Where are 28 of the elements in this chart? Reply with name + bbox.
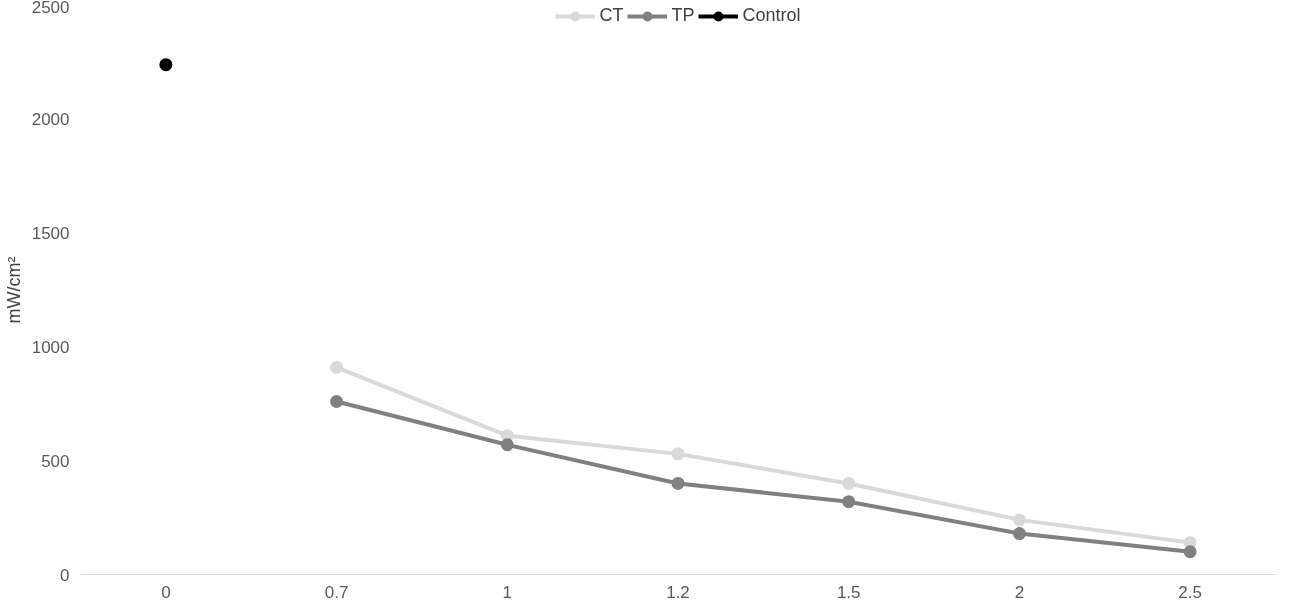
point [330, 395, 344, 409]
legend-label: CT [599, 5, 624, 26]
y-tick-label: 500 [41, 451, 70, 471]
y-tick-label: 2000 [31, 110, 70, 130]
point [330, 360, 344, 374]
point [671, 476, 685, 490]
y-tick-label: 1000 [31, 337, 70, 357]
point [500, 438, 514, 452]
x-tick-label: 0 [161, 582, 171, 602]
y-tick-label: 2500 [31, 0, 70, 17]
point [159, 58, 173, 72]
legend-label: TP [671, 5, 695, 26]
x-tick-label: 1 [502, 582, 513, 602]
point [1012, 513, 1026, 527]
y-tick-label: 1500 [31, 224, 70, 244]
x-tick-label: 0.7 [324, 582, 349, 602]
y-axis-title: mW/cm² [3, 256, 24, 324]
legend-label: Control [742, 5, 801, 26]
point [671, 447, 685, 461]
y-tick-label: 0 [60, 565, 70, 585]
x-tick-label: 1.5 [836, 582, 861, 602]
point [1012, 527, 1026, 541]
point [1183, 545, 1197, 559]
point [842, 476, 856, 490]
point [842, 495, 856, 509]
x-tick-label: 2.5 [1178, 582, 1202, 602]
x-tick-label: 2 [1014, 582, 1025, 602]
x-tick-label: 1.2 [666, 582, 690, 602]
